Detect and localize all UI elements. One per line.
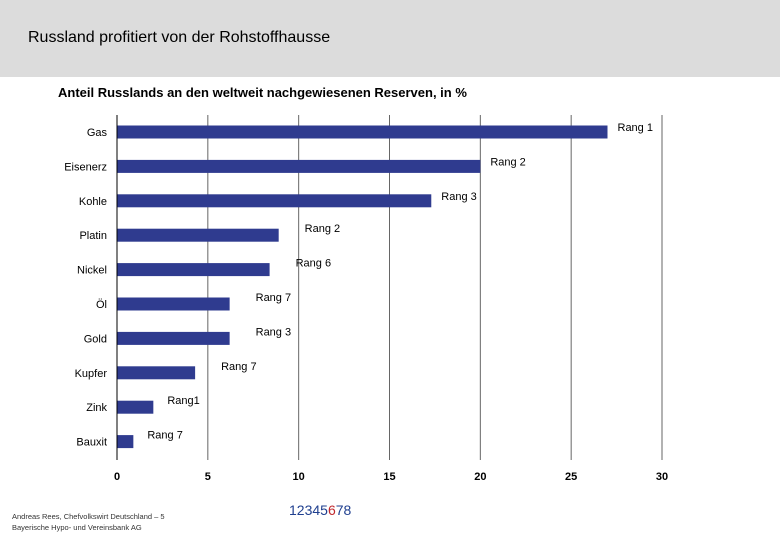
pager-current[interactable]: 6 (327, 502, 336, 518)
category-label: Kohle (79, 196, 107, 208)
x-tick-label: 10 (293, 471, 305, 483)
x-tick-label: 25 (565, 471, 577, 483)
bar-9 (117, 435, 134, 449)
bar-annotation: Rang 2 (490, 156, 525, 168)
category-label: Bauxit (76, 437, 107, 449)
pager-before[interactable]: 12345 (289, 502, 328, 518)
x-tick-label: 0 (114, 471, 120, 483)
bar-6 (117, 331, 230, 345)
bar-annotation: Rang 7 (256, 292, 291, 304)
category-label: Öl (96, 299, 107, 311)
x-tick-label: 15 (383, 471, 395, 483)
slide-pager: 12345678 (289, 502, 351, 518)
footer: Andreas Rees, Chefvolkswirt Deutschland … (12, 511, 165, 533)
bar-5 (117, 297, 230, 311)
bar-annotation: Rang 1 (618, 122, 653, 134)
slide-title: Russland profitiert von der Rohstoffhaus… (28, 29, 331, 46)
bar-4 (117, 263, 270, 277)
header-band: Russland profitiert von der Rohstoffhaus… (0, 0, 780, 77)
category-label: Gold (84, 333, 107, 345)
x-tick-label: 5 (205, 471, 211, 483)
bar-annotation: Rang 3 (441, 191, 476, 203)
bar-8 (117, 400, 154, 414)
x-tick-label: 30 (656, 471, 668, 483)
x-tick-label: 20 (474, 471, 486, 483)
footer-company: Bayerische Hypo- und Vereinsbank AG (12, 523, 142, 532)
category-label: Gas (87, 127, 108, 139)
bar-2 (117, 194, 432, 208)
category-label: Eisenerz (64, 161, 107, 173)
pager-after[interactable]: 78 (335, 502, 352, 518)
bar-annotation: Rang 2 (305, 223, 340, 235)
category-label: Platin (79, 230, 107, 242)
bar-annotation: Rang 7 (147, 430, 182, 442)
bar-annotation: Rang1 (167, 395, 199, 407)
category-label: Kupfer (75, 368, 108, 380)
category-label: Zink (86, 402, 107, 414)
bar-annotation: Rang 7 (221, 361, 256, 373)
footer-author: Andreas Rees, Chefvolkswirt Deutschland … (12, 512, 165, 521)
bar-annotation: Rang 3 (256, 326, 291, 338)
bar-1 (117, 159, 481, 173)
bar-annotation: Rang 6 (296, 258, 331, 270)
chart-title: Anteil Russlands an den weltweit nachgew… (58, 85, 467, 100)
bar-0 (117, 125, 608, 139)
bar-7 (117, 366, 196, 380)
category-label: Nickel (77, 265, 107, 277)
bar-3 (117, 228, 279, 242)
